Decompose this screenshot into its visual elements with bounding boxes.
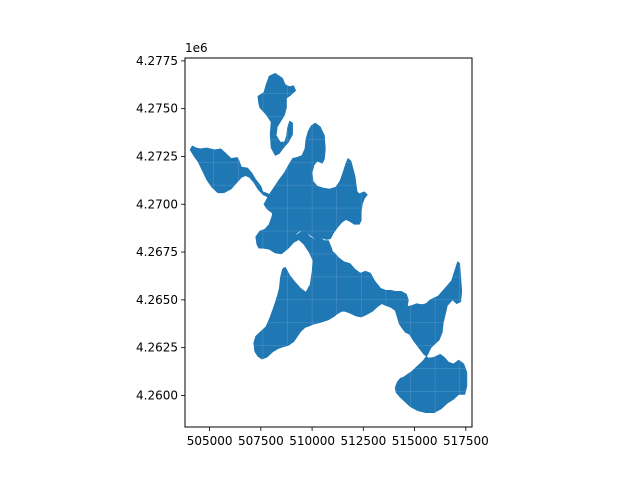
- y-axis-ticks: 4.2600 4.2625 4.2650 4.2675 4.2700 4.2725 4.27…: [136, 54, 185, 402]
- x-axis-ticks: 505000 507500 510000 512500 515000 517500: [187, 427, 489, 448]
- y-tick-label: 4.2700: [136, 197, 178, 211]
- polygon-northern-lobe: [257, 73, 297, 156]
- map-polygon-layer: [189, 73, 468, 414]
- axes-frame: [184, 57, 473, 428]
- y-tick-label: 4.2600: [136, 388, 178, 402]
- y-tick-label: 4.2675: [136, 245, 178, 259]
- x-tick-label: 517500: [443, 434, 489, 448]
- x-tick-label: 505000: [187, 434, 233, 448]
- x-tick-label: 510000: [289, 434, 335, 448]
- y-tick-label: 4.2725: [136, 149, 178, 163]
- y-tick-label: 4.2650: [136, 293, 178, 307]
- y-axis-offset-label: 1e6: [185, 41, 208, 55]
- x-tick-label: 507500: [238, 434, 284, 448]
- polygon-south-eastern-basin: [255, 248, 468, 414]
- y-tick-label: 4.2750: [136, 102, 178, 116]
- polygon-central-upper-body: [263, 122, 368, 240]
- y-tick-label: 4.2625: [136, 341, 178, 355]
- y-tick-label: 4.2775: [136, 54, 178, 68]
- x-tick-label: 512500: [340, 434, 386, 448]
- x-tick-label: 515000: [392, 434, 438, 448]
